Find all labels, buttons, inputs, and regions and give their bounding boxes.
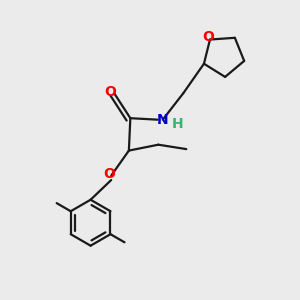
Text: O: O (103, 167, 115, 181)
Text: H: H (172, 117, 183, 131)
Text: O: O (104, 85, 116, 99)
Text: O: O (202, 30, 214, 44)
Text: N: N (157, 113, 169, 127)
